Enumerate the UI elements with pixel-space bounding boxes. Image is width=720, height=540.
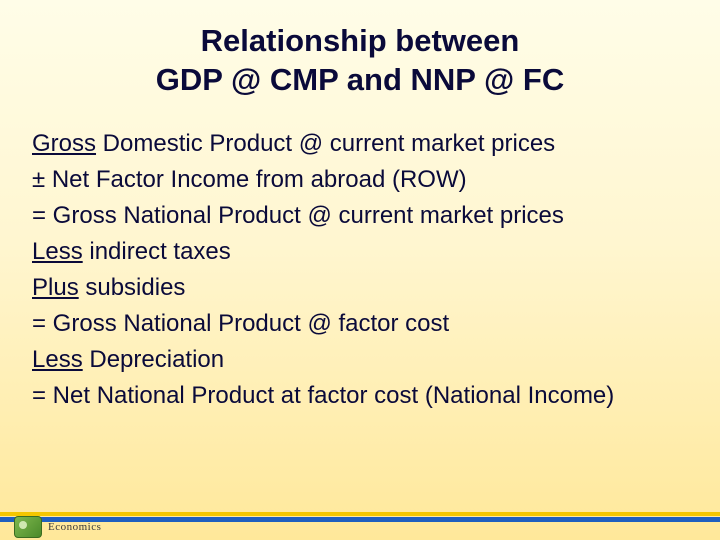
body-line: Less Depreciation [32,342,688,378]
title-line-2: GDP @ CMP and NNP @ FC [70,61,650,100]
body-line: = Net National Product at factor cost (N… [32,378,688,414]
body-line: Less indirect taxes [32,234,688,270]
slide-title: Relationship between GDP @ CMP and NNP @… [70,22,650,100]
line-rest: Net National Product at factor cost (Nat… [46,382,614,409]
slide: Relationship between GDP @ CMP and NNP @… [0,0,720,540]
line-rest: Net Factor Income from abroad (ROW) [45,166,466,193]
body-line: = Gross National Product @ factor cost [32,306,688,342]
line-prefix: = [32,310,46,337]
line-rest: Gross National Product @ factor cost [46,310,449,337]
body-line: ± Net Factor Income from abroad (ROW) [32,162,688,198]
line-rest: Domestic Product @ current market prices [96,130,555,157]
body-line: Gross Domestic Product @ current market … [32,126,688,162]
line-rest: Gross National Product @ current market … [46,202,564,229]
line-prefix: Gross [32,130,96,157]
footer-stripe-blue [0,517,720,522]
line-rest: subsidies [79,274,186,301]
line-prefix: ± [32,166,45,193]
footer-stripe-yellow [0,512,720,516]
line-prefix: Plus [32,274,79,301]
line-prefix: Less [32,238,83,265]
body-line: = Gross National Product @ current marke… [32,198,688,234]
footer-badge-label: Economics [48,521,101,533]
line-rest: indirect taxes [83,238,231,265]
line-prefix: = [32,382,46,409]
globe-icon [14,516,42,538]
body-line: Plus subsidies [32,270,688,306]
slide-body: Gross Domestic Product @ current market … [30,126,690,414]
line-prefix: Less [32,346,83,373]
line-prefix: = [32,202,46,229]
footer-badge: Economics [14,516,101,538]
slide-footer: Economics [0,504,720,540]
title-line-1: Relationship between [70,22,650,61]
line-rest: Depreciation [83,346,224,373]
